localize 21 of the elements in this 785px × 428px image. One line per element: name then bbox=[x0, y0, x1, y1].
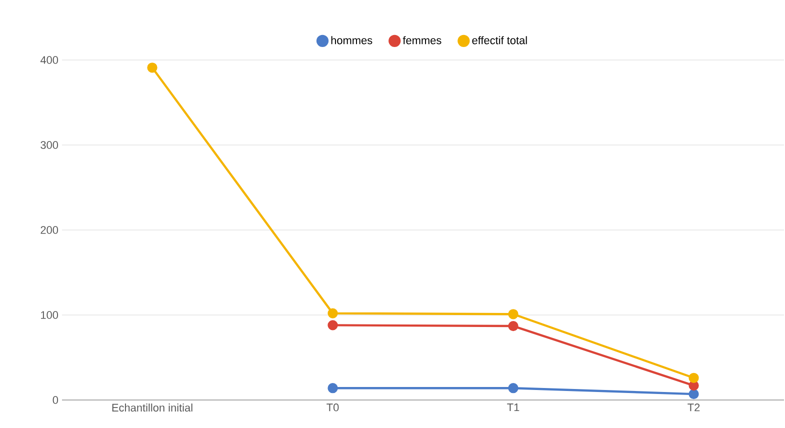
y-tick-label: 200 bbox=[40, 226, 58, 234]
y-tick-label: 0 bbox=[52, 396, 58, 404]
point bbox=[688, 388, 699, 400]
point bbox=[508, 309, 518, 320]
point bbox=[328, 320, 338, 330]
legend-label: hommes bbox=[331, 36, 372, 44]
y-tick-label: 100 bbox=[41, 311, 58, 319]
point bbox=[508, 320, 518, 332]
point bbox=[147, 62, 158, 73]
point bbox=[328, 383, 338, 394]
x-tick-label: T1 bbox=[507, 404, 520, 412]
y-tick-label: 400 bbox=[40, 56, 58, 64]
legend-label: effectif total bbox=[472, 36, 527, 44]
x-tick-label: T2 bbox=[688, 404, 700, 412]
legend-label: femmes bbox=[402, 36, 442, 44]
x-tick-label: Echantillon initial bbox=[112, 404, 192, 412]
point bbox=[688, 372, 699, 383]
y-tick-label: 300 bbox=[40, 141, 58, 149]
x-tick-label: T0 bbox=[326, 404, 339, 412]
point bbox=[508, 383, 518, 394]
point bbox=[328, 308, 338, 318]
